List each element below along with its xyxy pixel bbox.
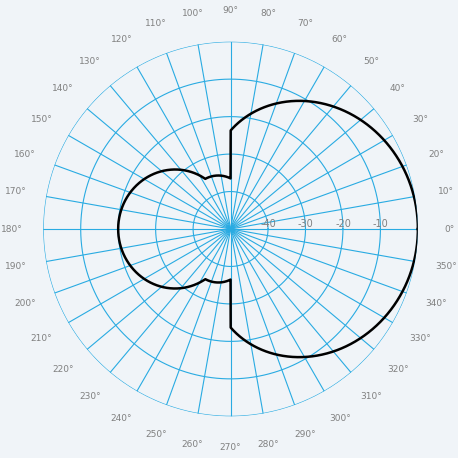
Text: 200°: 200° — [15, 299, 36, 308]
Text: 290°: 290° — [294, 430, 316, 439]
Text: 140°: 140° — [52, 84, 74, 93]
Text: 170°: 170° — [5, 186, 26, 196]
Text: 270°: 270° — [220, 443, 241, 452]
Text: 340°: 340° — [425, 299, 447, 308]
Text: 220°: 220° — [52, 365, 74, 374]
Text: 120°: 120° — [110, 35, 132, 44]
Text: 300°: 300° — [329, 414, 351, 423]
Text: 10°: 10° — [438, 186, 454, 196]
Text: 260°: 260° — [182, 440, 203, 449]
Text: 310°: 310° — [360, 392, 382, 401]
Text: 20°: 20° — [428, 150, 444, 159]
Text: 90°: 90° — [223, 6, 239, 15]
Text: 240°: 240° — [110, 414, 132, 423]
Text: 150°: 150° — [31, 115, 52, 124]
Text: 130°: 130° — [79, 57, 101, 66]
Text: 210°: 210° — [31, 334, 52, 343]
Text: 0°: 0° — [444, 224, 454, 234]
Text: 180°: 180° — [1, 224, 23, 234]
Text: -40: -40 — [260, 219, 276, 229]
Text: 280°: 280° — [258, 440, 279, 449]
Text: 230°: 230° — [79, 392, 101, 401]
Text: -30: -30 — [298, 219, 313, 229]
Text: 250°: 250° — [145, 430, 167, 439]
Text: -20: -20 — [335, 219, 351, 229]
Text: 350°: 350° — [435, 262, 457, 272]
Text: 320°: 320° — [387, 365, 409, 374]
Text: 50°: 50° — [363, 57, 379, 66]
Text: 190°: 190° — [5, 262, 26, 272]
Text: 80°: 80° — [261, 9, 277, 18]
Text: 40°: 40° — [390, 84, 406, 93]
Text: 160°: 160° — [14, 150, 36, 159]
Text: 60°: 60° — [332, 35, 348, 44]
Text: -10: -10 — [372, 219, 388, 229]
Text: 330°: 330° — [409, 334, 431, 343]
Text: 100°: 100° — [182, 9, 203, 18]
Text: 110°: 110° — [145, 19, 167, 28]
Text: 30°: 30° — [412, 115, 428, 124]
Text: 70°: 70° — [297, 19, 313, 28]
